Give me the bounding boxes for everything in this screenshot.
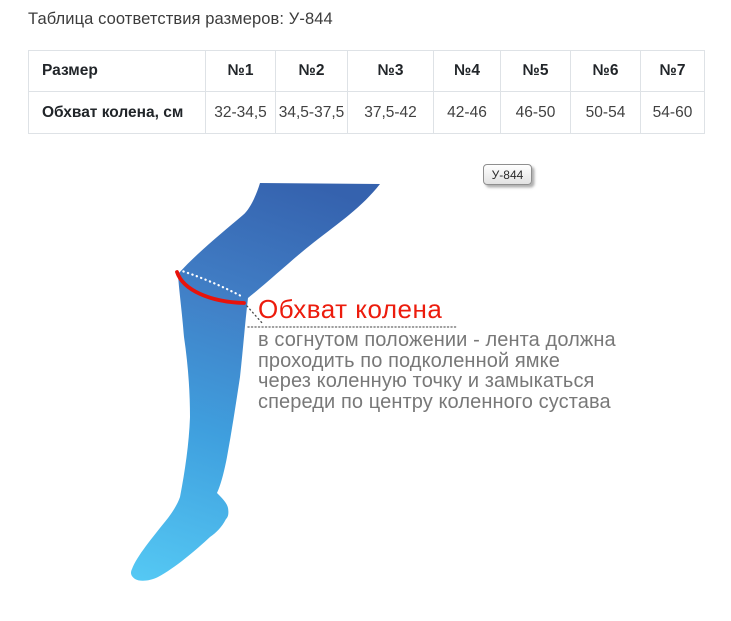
size-table-header-7: №7 bbox=[640, 50, 705, 92]
size-table-header-size: Размер bbox=[28, 50, 206, 92]
callout-title: Обхват колена bbox=[258, 294, 443, 324]
callout-line-1: в согнутом положении - лента должна bbox=[258, 329, 616, 351]
callout-description: в согнутом положении - лента должна прох… bbox=[258, 330, 616, 412]
value-cell-7: 54-60 bbox=[640, 91, 705, 134]
value-cell-4: 42-46 bbox=[433, 91, 501, 134]
size-table-header-6: №6 bbox=[570, 50, 641, 92]
page-title: Таблица соответствия размеров: У-844 bbox=[28, 10, 333, 28]
row-label-cell: Обхват колена, см bbox=[28, 91, 206, 134]
knee-tape-red bbox=[175, 270, 246, 305]
callout-line-4: спереди по центру коленного сустава bbox=[258, 390, 611, 413]
size-table-header-2: №2 bbox=[275, 50, 348, 92]
size-table-header-3: №3 bbox=[347, 50, 434, 92]
callout-line-3: через коленную точку и замыкаться bbox=[258, 370, 595, 393]
value-cell-6: 50-54 bbox=[570, 91, 641, 134]
callout-line-2: проходить по подколенной ямке bbox=[258, 349, 560, 372]
size-table-header-1: №1 bbox=[205, 50, 276, 92]
callout-leader-dotted bbox=[246, 305, 264, 325]
model-badge: У-844 bbox=[483, 164, 532, 185]
value-cell-5: 46-50 bbox=[500, 91, 571, 134]
value-cell-3: 37,5-42 bbox=[347, 91, 434, 134]
size-table-header-row: Размер №1 №2 №3 №4 №5 №6 №7 bbox=[28, 50, 705, 92]
size-table: Размер №1 №2 №3 №4 №5 №6 №7 Обхват колен… bbox=[28, 50, 705, 134]
knee-ellipse-dotted bbox=[177, 268, 243, 298]
value-cell-2: 34,5-37,5 bbox=[275, 91, 348, 134]
leg-shape bbox=[131, 183, 380, 581]
value-cell-1: 32-34,5 bbox=[205, 91, 276, 134]
table-row: Обхват колена, см 32-34,5 34,5-37,5 37,5… bbox=[28, 91, 705, 134]
